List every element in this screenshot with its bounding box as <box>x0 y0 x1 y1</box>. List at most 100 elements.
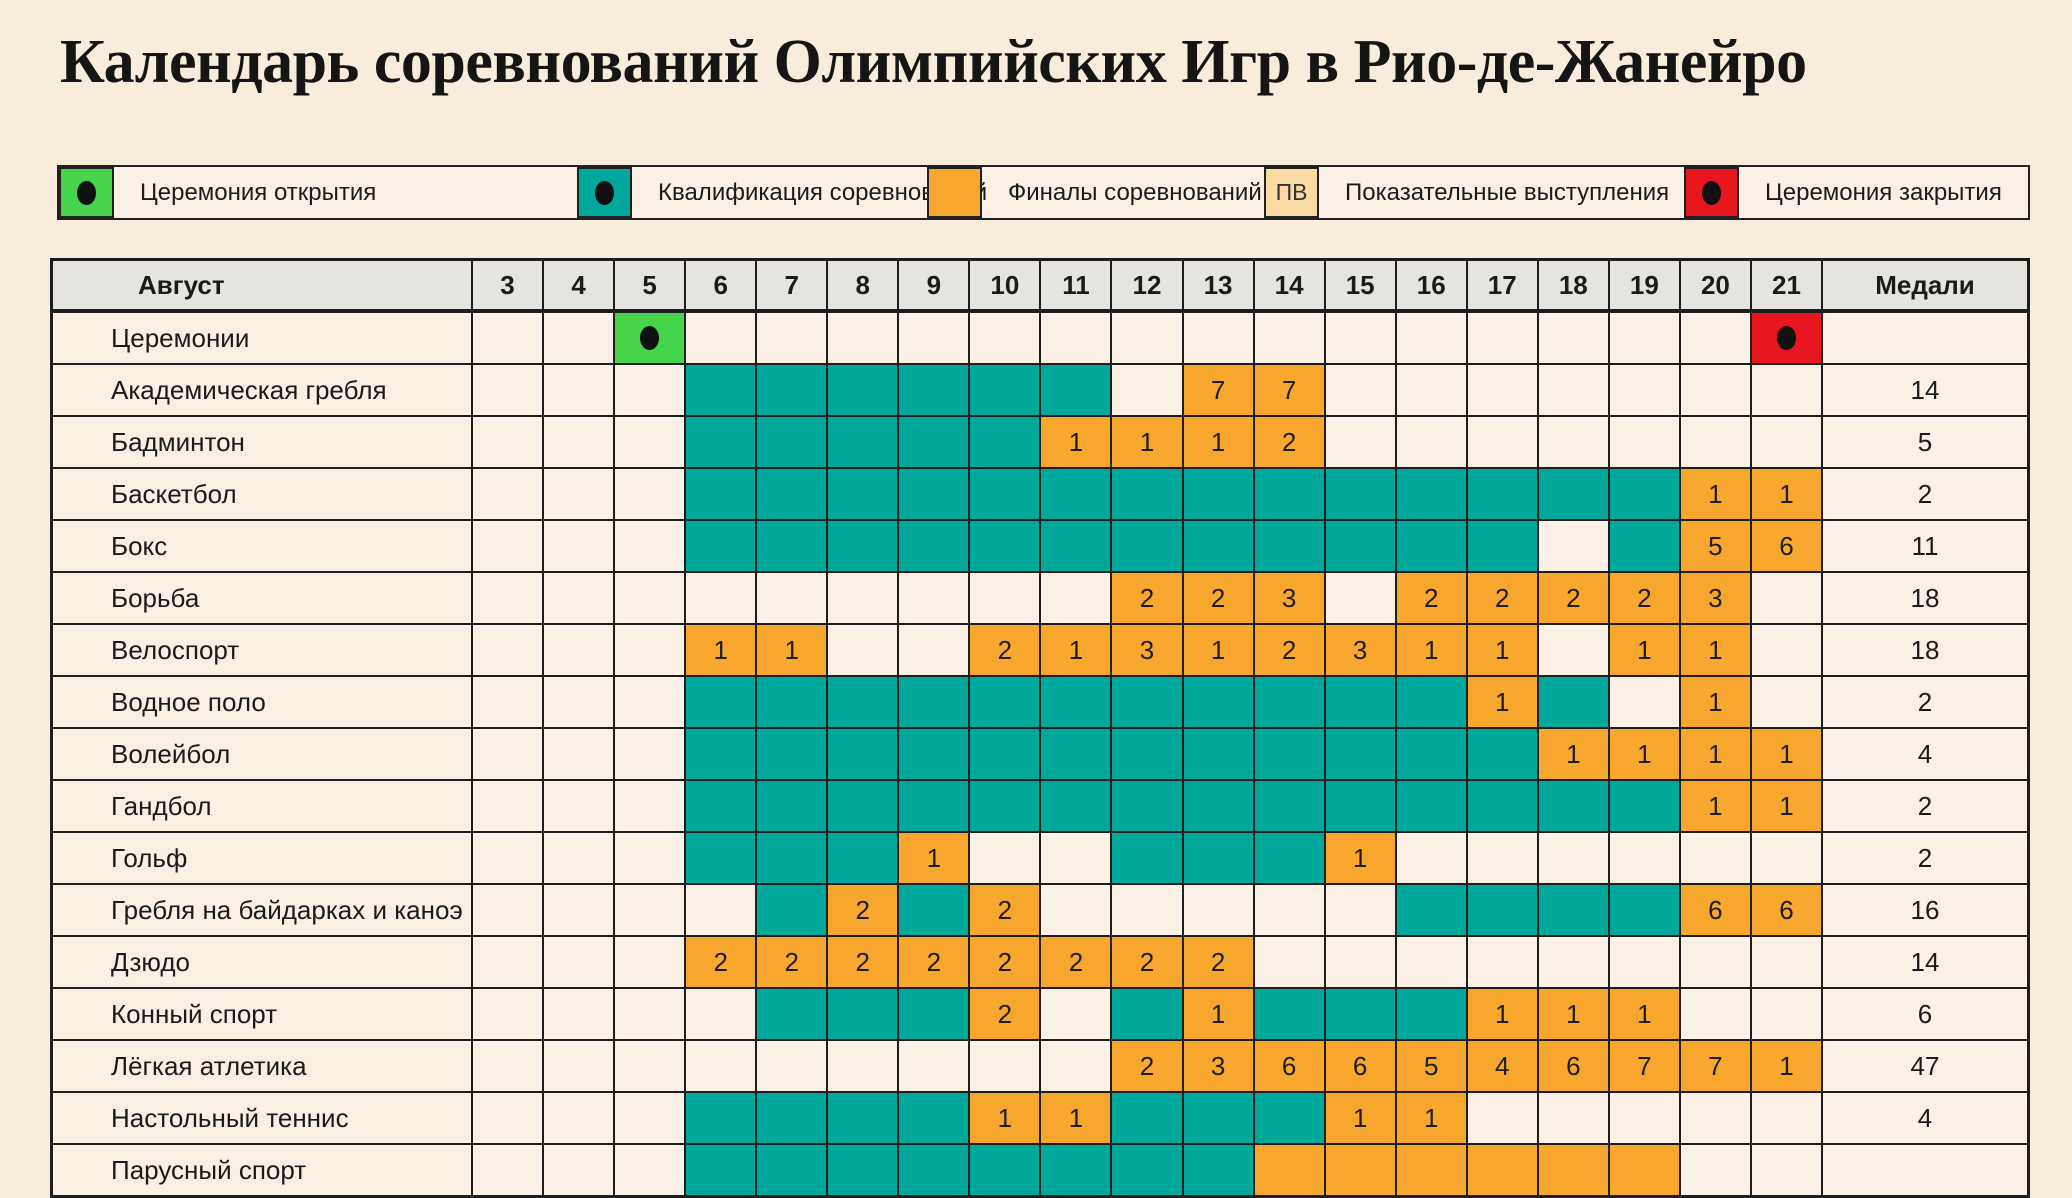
qualification-cell <box>828 1145 898 1195</box>
qualification-cell <box>899 365 969 415</box>
qualification-cell <box>899 885 969 935</box>
qualification-cell <box>1183 469 1253 519</box>
qualification-cell <box>1325 729 1395 779</box>
day-header: 21 <box>1751 261 1821 311</box>
calendar-grid: Август 3 4 5 6 7 8 9 10 11 12 13 14 15 16 17 18 19 20 21 Мед… <box>50 258 2030 1198</box>
qualification-cell <box>1325 677 1395 727</box>
qualification-cell <box>1041 365 1111 415</box>
final-cell: 1 <box>1680 677 1750 727</box>
empty-cell <box>1538 1093 1608 1143</box>
final-cell: 2 <box>1609 573 1679 623</box>
final-cell: 1 <box>686 625 756 675</box>
qualification-cell <box>828 469 898 519</box>
final-cell: 2 <box>1112 937 1182 987</box>
qualification-cell <box>686 417 756 467</box>
final-cell: 1 <box>1041 417 1111 467</box>
medal-count: 4 <box>1823 1093 2027 1143</box>
empty-cell <box>1538 417 1608 467</box>
final-cell: 3 <box>1112 625 1182 675</box>
qualification-cell <box>686 781 756 831</box>
final-cell: 6 <box>1254 1041 1324 1091</box>
final-cell: 1 <box>1609 625 1679 675</box>
qualification-cell <box>1396 885 1466 935</box>
final-cell: 1 <box>899 833 969 883</box>
qualification-cell <box>1467 729 1537 779</box>
empty-cell <box>1396 937 1466 987</box>
final-cell: 1 <box>970 1093 1040 1143</box>
qualification-cell <box>1254 989 1324 1039</box>
qualification-cell <box>828 365 898 415</box>
qualification-cell <box>1183 833 1253 883</box>
empty-cell <box>1254 937 1324 987</box>
qualification-cell <box>970 521 1040 571</box>
qualification-cell <box>899 417 969 467</box>
sport-label: Гандбол <box>53 781 471 831</box>
qualification-cell <box>1467 521 1537 571</box>
final-cell: 1 <box>1680 469 1750 519</box>
qualification-cell <box>686 469 756 519</box>
qualification-cell <box>757 469 827 519</box>
qualification-cell <box>1041 521 1111 571</box>
qualification-cell <box>1183 781 1253 831</box>
empty-cell <box>1467 1093 1537 1143</box>
final-cell: 1 <box>1680 625 1750 675</box>
empty-cell <box>1325 885 1395 935</box>
qualification-cell <box>757 677 827 727</box>
final-cell: 2 <box>1254 625 1324 675</box>
final-cell <box>1396 1145 1466 1195</box>
day-header: 5 <box>615 261 685 311</box>
qualification-cell <box>828 1093 898 1143</box>
legend-item-closing: Церемония закрытия <box>1684 167 2032 218</box>
final-cell: 1 <box>1467 625 1537 675</box>
calendar-table: Август 3 4 5 6 7 8 9 10 11 12 13 14 15 16 17 18 19 20 21 Мед… <box>50 258 2030 1198</box>
final-cell <box>1254 1145 1324 1195</box>
empty-cell <box>1680 937 1750 987</box>
empty-cell <box>473 937 543 987</box>
empty-cell <box>544 885 614 935</box>
qualification-cell <box>686 833 756 883</box>
qualification-cell <box>1112 833 1182 883</box>
medal-count: 4 <box>1823 729 2027 779</box>
qualification-cell <box>970 469 1040 519</box>
final-cell: 2 <box>686 937 756 987</box>
sport-label: Велоспорт <box>53 625 471 675</box>
sport-label: Баскетбол <box>53 469 471 519</box>
qualification-cell <box>1041 781 1111 831</box>
empty-cell <box>544 677 614 727</box>
empty-cell <box>544 469 614 519</box>
empty-cell <box>1254 313 1324 363</box>
empty-cell <box>473 677 543 727</box>
empty-cell <box>757 573 827 623</box>
qualification-cell <box>1112 677 1182 727</box>
day-header: 16 <box>1396 261 1466 311</box>
black-dot-icon <box>77 180 96 205</box>
empty-cell <box>899 313 969 363</box>
final-cell: 2 <box>970 989 1040 1039</box>
empty-cell <box>544 937 614 987</box>
empty-cell <box>544 781 614 831</box>
day-header: 20 <box>1680 261 1750 311</box>
empty-cell <box>473 1093 543 1143</box>
final-cell: 1 <box>1183 417 1253 467</box>
empty-cell <box>686 313 756 363</box>
qualification-cell <box>1396 469 1466 519</box>
empty-cell <box>1751 1093 1821 1143</box>
legend-item-exhibition: ПВ Показательные выступления <box>1264 167 1684 218</box>
day-header: 13 <box>1183 261 1253 311</box>
sport-label: Бокс <box>53 521 471 571</box>
empty-cell <box>970 573 1040 623</box>
qualification-cell <box>1467 781 1537 831</box>
final-cell: 3 <box>1183 1041 1253 1091</box>
qualification-cell <box>1254 729 1324 779</box>
final-cell: 7 <box>1609 1041 1679 1091</box>
empty-cell <box>615 417 685 467</box>
qualification-cell <box>1041 729 1111 779</box>
empty-cell <box>615 937 685 987</box>
empty-cell <box>473 365 543 415</box>
empty-cell <box>1538 313 1608 363</box>
final-cell: 1 <box>1680 781 1750 831</box>
final-cell: 1 <box>1467 989 1537 1039</box>
qualification-cell <box>686 677 756 727</box>
sport-label: Академическая гребля <box>53 365 471 415</box>
empty-cell <box>1751 677 1821 727</box>
